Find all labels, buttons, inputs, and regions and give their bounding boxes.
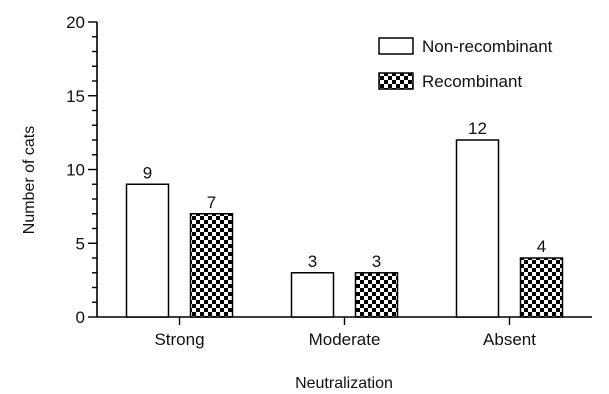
data-labels: 9 3 12 7 3 4: [143, 119, 546, 271]
data-label: 12: [468, 119, 487, 138]
data-label: 4: [537, 237, 546, 256]
bar-non-recombinant-absent: [455, 139, 500, 318]
y-tick-label: 20: [66, 13, 85, 32]
legend-label-non-recombinant: Non-recombinant: [422, 37, 553, 56]
y-axis-title: Number of cats: [21, 126, 38, 234]
x-axis: Strong Moderate Absent: [97, 316, 592, 349]
x-tick-label: Moderate: [309, 330, 381, 349]
x-tick-label: Absent: [483, 330, 536, 349]
bar-non-recombinant-moderate: [290, 272, 335, 318]
legend-label-recombinant: Recombinant: [422, 72, 522, 91]
data-label: 9: [143, 163, 152, 182]
y-axis: 0 5 10 15 20: [66, 13, 98, 327]
data-label: 3: [372, 252, 381, 271]
y-tick-label: 5: [76, 234, 85, 253]
x-axis-title: Neutralization: [295, 375, 393, 392]
data-label: 3: [308, 252, 317, 271]
x-tick-label: Strong: [154, 330, 204, 349]
y-tick-label: 0: [76, 308, 85, 327]
y-tick-label: 10: [66, 161, 85, 180]
legend: Non-recombinant Recombinant: [378, 37, 553, 91]
legend-swatch-non-recombinant: [378, 37, 414, 55]
data-label: 7: [207, 193, 216, 212]
bars: [125, 139, 564, 318]
bar-recombinant-absent: [519, 257, 564, 318]
bar-recombinant-strong: [189, 213, 234, 318]
legend-swatch-recombinant: [378, 72, 414, 90]
bar-recombinant-moderate: [354, 272, 399, 318]
y-tick-label: 15: [66, 87, 85, 106]
bar-non-recombinant-strong: [125, 183, 170, 318]
